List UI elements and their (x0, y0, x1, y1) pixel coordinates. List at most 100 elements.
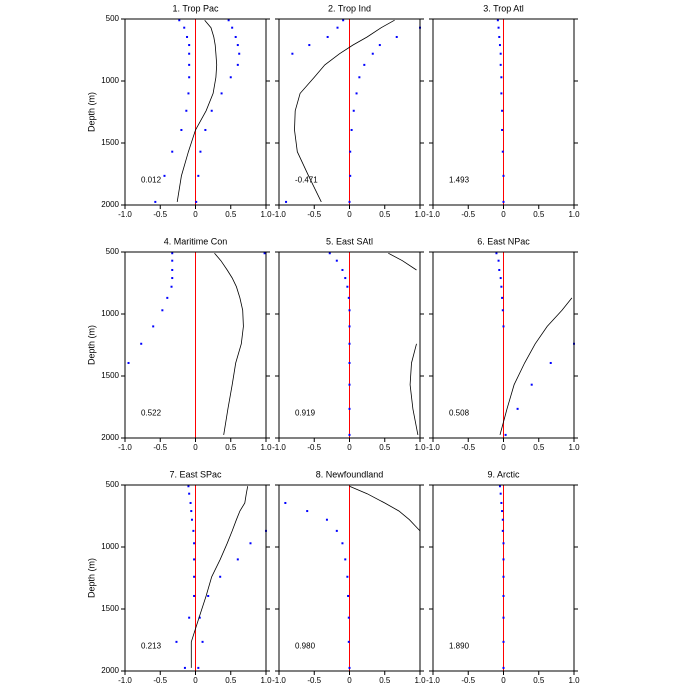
y-tick-label: 500 (106, 14, 120, 23)
data-dot (231, 26, 234, 29)
data-dot (210, 109, 213, 112)
plot-frame (124, 484, 267, 672)
panel-title: 2. Trop Ind (328, 3, 371, 13)
panel-title: 5. East SAtl (326, 236, 373, 246)
x-tick-label: 1.0 (414, 676, 426, 685)
data-dot (530, 383, 533, 386)
data-dot (347, 616, 350, 619)
panel-title: 6. East NPac (477, 236, 530, 246)
data-dot (498, 44, 501, 47)
data-dot (342, 19, 345, 22)
data-dot (188, 76, 191, 79)
x-tick-label: 1.0 (260, 676, 272, 685)
x-tick-label: 1.0 (260, 443, 272, 452)
data-dot (496, 19, 499, 22)
plot-frame (432, 251, 575, 439)
data-dot (186, 35, 189, 38)
data-dot (502, 575, 505, 578)
y-tick-label: 1500 (101, 138, 119, 147)
data-dot (193, 542, 196, 545)
annotation: 0.012 (141, 175, 162, 184)
profile-line (388, 252, 419, 435)
data-dot (499, 52, 502, 55)
x-tick-label: 0.5 (379, 443, 391, 452)
x-tick-label: 0 (347, 676, 352, 685)
data-dot (187, 485, 190, 488)
x-tick-label: -1.0 (118, 210, 132, 219)
y-tick-label: 1500 (101, 604, 119, 613)
data-dot (501, 309, 504, 312)
data-dot (502, 174, 505, 177)
x-tick-label: 0 (193, 676, 198, 685)
data-dot (349, 174, 352, 177)
data-dot (166, 296, 169, 299)
y-axis-label: Depth (m) (86, 92, 96, 132)
data-dot (347, 640, 350, 643)
data-dot (236, 44, 239, 47)
data-dot (348, 383, 351, 386)
annotation: 0.213 (141, 641, 162, 650)
x-tick-label: -0.5 (153, 676, 167, 685)
panel-title: 3. Trop Atl (483, 3, 524, 13)
panel-title: 4. Maritime Con (164, 236, 228, 246)
data-dot (502, 325, 505, 328)
data-dot (192, 529, 195, 532)
data-dot (193, 594, 196, 597)
x-tick-label: -0.5 (461, 443, 475, 452)
x-tick-label: 0.5 (225, 676, 237, 685)
data-dot (187, 92, 190, 95)
y-axis-label: Depth (m) (86, 558, 96, 598)
data-dot (500, 76, 503, 79)
data-dot (188, 52, 191, 55)
x-tick-label: 0 (501, 676, 506, 685)
x-tick-label: 0.5 (379, 210, 391, 219)
data-dot (348, 342, 351, 345)
plot-frame (432, 18, 575, 206)
panel-title: 8. Newfoundland (316, 469, 384, 479)
data-dot (501, 150, 504, 153)
data-dot (500, 285, 503, 288)
data-dot (497, 26, 500, 29)
x-tick-label: 0.5 (533, 676, 545, 685)
data-dot (378, 44, 381, 47)
data-dot (171, 277, 174, 280)
x-tick-label: -0.5 (307, 210, 321, 219)
data-dot (180, 128, 183, 131)
x-tick-label: -1.0 (118, 443, 132, 452)
x-tick-label: -0.5 (307, 676, 321, 685)
data-dot (358, 76, 361, 79)
data-dot (198, 616, 201, 619)
y-tick-label: 1000 (101, 76, 119, 85)
profile-line (190, 486, 249, 668)
data-dot (344, 277, 347, 280)
data-dot (502, 200, 505, 203)
annotation: -0.471 (295, 175, 318, 184)
panel-title: 9. Arctic (487, 469, 520, 479)
x-tick-label: -1.0 (426, 676, 440, 685)
data-dot (502, 666, 505, 669)
data-dot (306, 510, 309, 513)
data-dot (197, 174, 200, 177)
plot-frame (124, 18, 267, 206)
data-dot (140, 342, 143, 345)
data-dot (499, 492, 502, 495)
y-tick-label: 1000 (101, 309, 119, 318)
data-dot (348, 325, 351, 328)
data-dot (346, 285, 349, 288)
annotation: 1.493 (449, 175, 470, 184)
data-dot (363, 63, 366, 66)
data-dot (350, 128, 353, 131)
data-dot (348, 666, 351, 669)
data-dot (238, 52, 241, 55)
y-tick-label: 1000 (101, 542, 119, 551)
data-dot (291, 52, 294, 55)
data-dot (328, 252, 331, 255)
data-dot (341, 268, 344, 271)
data-dot (341, 542, 344, 545)
panel-title: 7. East SPac (169, 469, 222, 479)
data-dot (501, 510, 504, 513)
data-dot (219, 575, 222, 578)
x-tick-label: -0.5 (307, 443, 321, 452)
data-dot (502, 616, 505, 619)
data-dot (497, 259, 500, 262)
